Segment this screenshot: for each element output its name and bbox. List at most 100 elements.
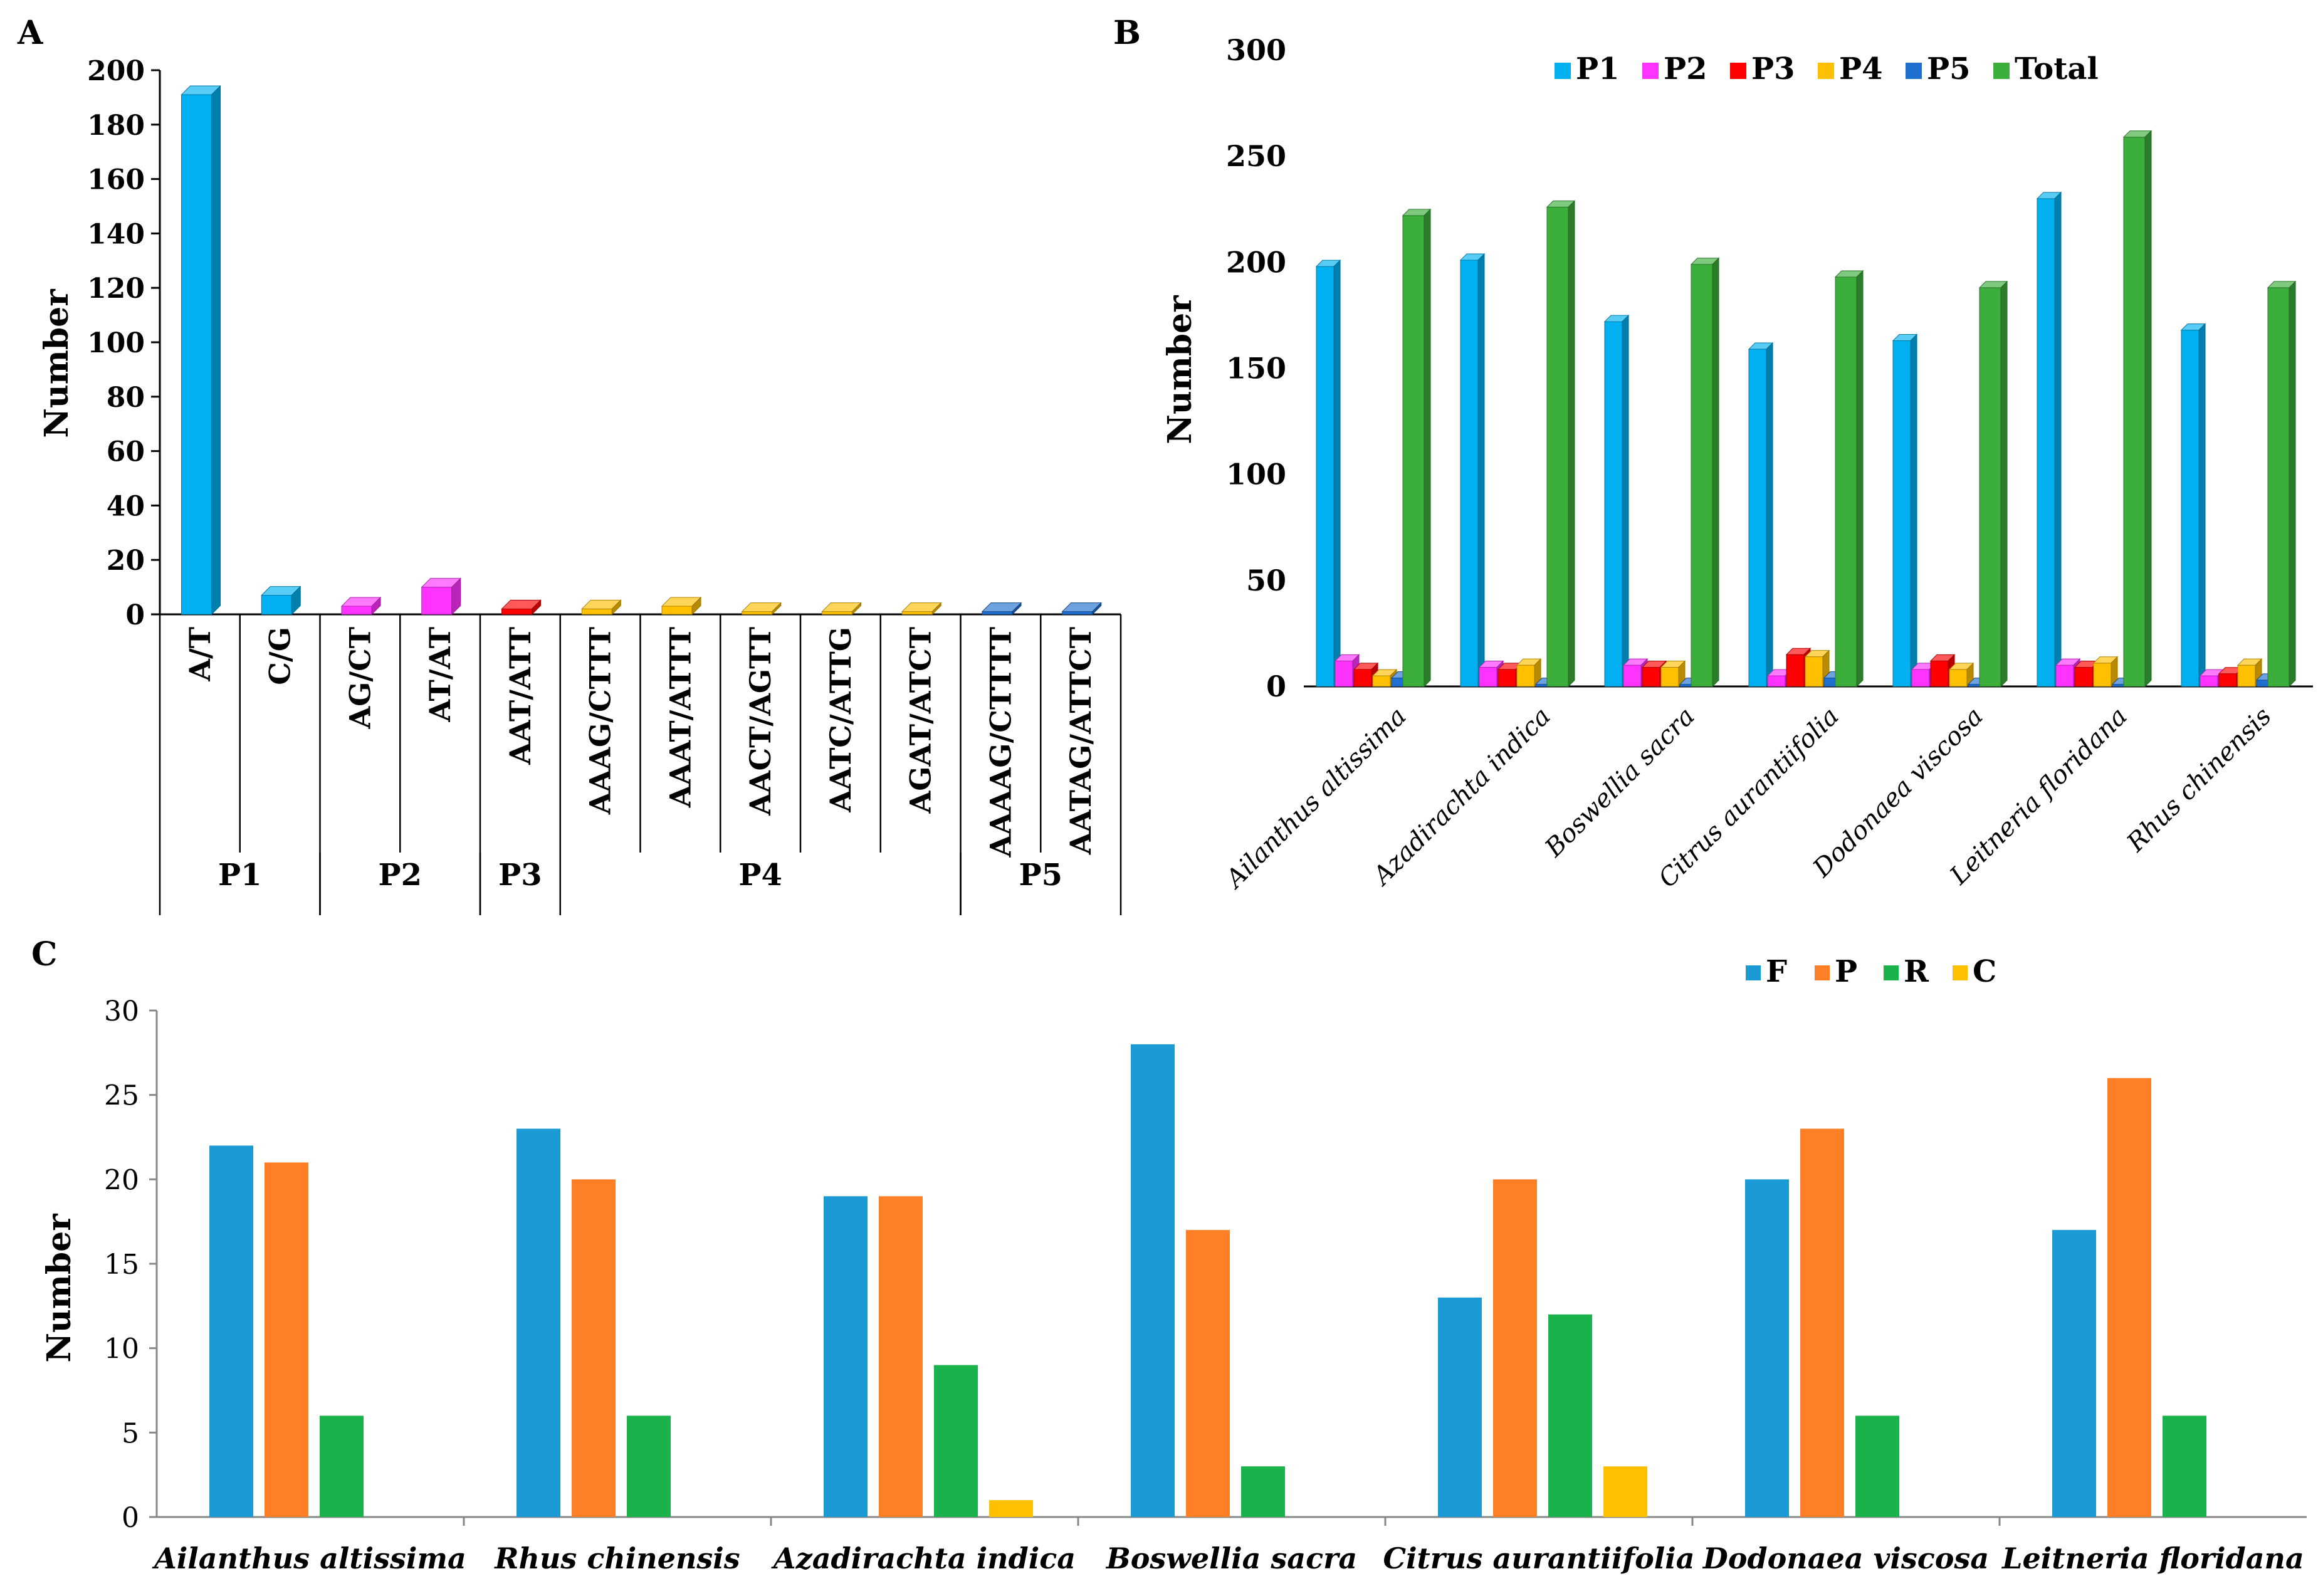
chart-b-legend-swatch-p5 <box>1906 63 1922 79</box>
panel-label-b: B <box>1113 14 1141 52</box>
chart-a-bar-aatag-attct <box>1061 602 1102 616</box>
chart-c-category-label: Azadirachta indica <box>771 1541 1076 1575</box>
chart-b-bar-p1-dodonaea-viscosa <box>1892 333 1918 688</box>
chart-b-bar-total-leitneria-floridana-front <box>2123 137 2146 687</box>
chart-c-legend-label-r: R <box>1904 954 1929 989</box>
chart-c-y-tick-label: 15 <box>104 1249 139 1281</box>
chart-b-bar-p1-ailanthus-altissima <box>1315 259 1341 688</box>
chart-a-category-label: AACT/AGTT <box>743 627 777 816</box>
chart-b-bar-total-rhus-chinensis <box>2267 280 2297 688</box>
chart-b-bar-p3-rhus-chinensis-front <box>2218 673 2237 687</box>
chart-b-y-tick-label: 150 <box>1226 352 1286 386</box>
chart-c-bar-f-citrus-aurantiifolia <box>1438 1297 1482 1517</box>
chart-a-bar-aaaag-ctttt <box>981 602 1022 616</box>
chart-a-bar-c-g <box>261 585 302 616</box>
chart-b-category-label: Boswellia sacra <box>1539 702 1701 863</box>
chart-b-bar-total-dodonaea-viscosa-front <box>1979 287 2001 687</box>
chart-c-bar-r-dodonaea-viscosa <box>1855 1415 1899 1517</box>
chart-b-bar-total-azadirachta-indica-front <box>1546 206 1569 687</box>
chart-a-group-label: P1 <box>218 858 262 893</box>
chart-b-legend-swatch-p2 <box>1642 63 1659 79</box>
chart-b-y-tick-label: 250 <box>1226 139 1286 173</box>
chart-c-y-axis-label: Number <box>40 1214 78 1363</box>
chart-b-bar-p1-boswellia-sacra-side <box>1622 314 1629 688</box>
chart-c-bar-f-boswellia-sacra <box>1131 1044 1175 1517</box>
chart-b-bar-p2-leitneria-floridana-front <box>2055 664 2074 687</box>
chart-b-bar-p1-leitneria-floridana-front <box>2037 198 2055 687</box>
chart-a-category-label: A/T <box>183 627 217 682</box>
chart-a-y-tick-label: 180 <box>87 110 145 142</box>
chart-b-legend-label-total: Total <box>2015 51 2099 87</box>
chart-b-category-label: Rhus chinensis <box>2121 702 2277 858</box>
chart-b-bar-total-boswellia-sacra-side <box>1712 257 1719 688</box>
chart-b-bar-p1-boswellia-sacra <box>1603 314 1630 688</box>
chart-b-bar-p4-leitneria-floridana-front <box>2093 663 2112 687</box>
chart-a-category-label: AAAG/CTTT <box>584 627 617 815</box>
chart-b-bar-p4-boswellia-sacra-front <box>1660 667 1679 687</box>
chart-b-bar-p4-azadirachta-indica <box>1516 658 1542 688</box>
chart-a-bar-aaaag-ctttt-front <box>982 611 1013 615</box>
chart-a-bar-at-at <box>421 577 461 616</box>
chart-b-bar-p1-azadirachta-indica <box>1459 253 1486 688</box>
chart-b-bar-p1-rhus-chinensis-front <box>2181 330 2200 687</box>
chart-c-y-tick-label: 20 <box>104 1164 139 1196</box>
chart-c-legend-label-f: F <box>1766 954 1787 989</box>
chart-a-y-tick-label: 160 <box>87 164 145 196</box>
chart-b-bar-p1-azadirachta-indica-side <box>1477 253 1485 688</box>
chart-b-bar-p1-rhus-chinensis <box>2180 323 2206 688</box>
chart-a-bar-ag-ct <box>340 596 382 616</box>
chart-b-legend-label-p1: P1 <box>1576 51 1620 87</box>
chart-c-repeat-types: Number 0 5 10 15 20 25 30 Ailanthus altissima Rh… <box>40 954 2307 1575</box>
chart-c-bar-r-rhus-chinensis <box>627 1415 671 1517</box>
chart-b-bar-p2-dodonaea-viscosa-front <box>1911 669 1930 687</box>
chart-b-bar-p1-azadirachta-indica-front <box>1460 260 1479 687</box>
chart-a-bar-aact-agtt-side <box>772 602 782 616</box>
chart-a-bar-ag-ct-side <box>371 596 381 616</box>
chart-a-y-tick-label: 140 <box>87 218 145 250</box>
chart-b-bar-total-boswellia-sacra-front <box>1691 264 1713 687</box>
chart-b-bar-total-ailanthus-altissima-front <box>1402 215 1425 687</box>
chart-a-bar-aaat-attt-front <box>661 606 693 615</box>
chart-b-bar-p4-azadirachta-indica-front <box>1516 664 1535 687</box>
chart-a-group-label: P3 <box>498 858 542 893</box>
chart-a-bar-aact-agtt <box>741 602 782 616</box>
chart-a-bar-at-at-front <box>421 587 453 615</box>
chart-c-bar-p-citrus-aurantiifolia <box>1493 1179 1537 1517</box>
chart-b-bar-p1-citrus-aurantiifolia-front <box>1748 349 1767 687</box>
chart-b-y-tick-label: 100 <box>1226 458 1286 491</box>
chart-b-bar-p1-boswellia-sacra-front <box>1604 321 1623 687</box>
chart-b-legend-label-p5: P5 <box>1927 51 1971 87</box>
chart-c-bar-p-rhus-chinensis <box>572 1179 616 1517</box>
chart-a-bar-a-t-front <box>181 94 212 615</box>
chart-c-bar-r-boswellia-sacra <box>1241 1466 1285 1517</box>
chart-b-bar-p3-citrus-aurantiifolia-front <box>1786 654 1805 687</box>
chart-b-bar-p1-citrus-aurantiifolia <box>1748 342 1774 688</box>
chart-b-bar-total-leitneria-floridana <box>2122 130 2153 688</box>
chart-c-bar-r-azadirachta-indica <box>934 1365 978 1517</box>
chart-a-motif-counts: Number 0 20 40 60 80 100 120 140 160 180 200 A/T C/G… <box>38 55 1122 915</box>
chart-b-bar-total-citrus-aurantiifolia-front <box>1835 276 1857 687</box>
chart-a-bar-aaaag-ctttt-side <box>1012 602 1022 616</box>
chart-a-bar-aatc-attg-front <box>821 611 852 615</box>
chart-b-bar-p4-boswellia-sacra <box>1660 660 1686 688</box>
panel-label-a: A <box>17 14 43 52</box>
chart-b-bar-p4-ailanthus-altissima-front <box>1372 675 1391 687</box>
chart-a-bar-aatag-attct-side <box>1092 602 1102 616</box>
chart-a-category-label: AT/AT <box>423 627 457 723</box>
chart-a-y-tick-label: 60 <box>107 436 145 468</box>
chart-c-bar-f-leitneria-floridana <box>2052 1230 2096 1517</box>
chart-a-bar-aaag-cttt-side <box>611 599 621 616</box>
chart-a-bar-aatc-attg <box>821 602 862 616</box>
panel-label-c: C <box>31 935 57 974</box>
chart-b-bar-total-ailanthus-altissima-side <box>1424 208 1431 688</box>
chart-a-category-label: AGAT/ATCT <box>904 627 938 814</box>
chart-b-bar-p2-ailanthus-altissima-front <box>1335 660 1353 687</box>
chart-b-bar-p3-ailanthus-altissima-front <box>1353 669 1372 687</box>
chart-b-legend-swatch-p3 <box>1730 63 1746 79</box>
chart-c-bar-r-citrus-aurantiifolia <box>1548 1314 1592 1517</box>
chart-b-y-axis-label: Number <box>1161 295 1199 444</box>
chart-c-category-label: Ailanthus altissima <box>152 1541 466 1575</box>
chart-a-y-tick-label: 0 <box>125 599 145 631</box>
chart-c-legend-swatch-p <box>1815 965 1830 980</box>
